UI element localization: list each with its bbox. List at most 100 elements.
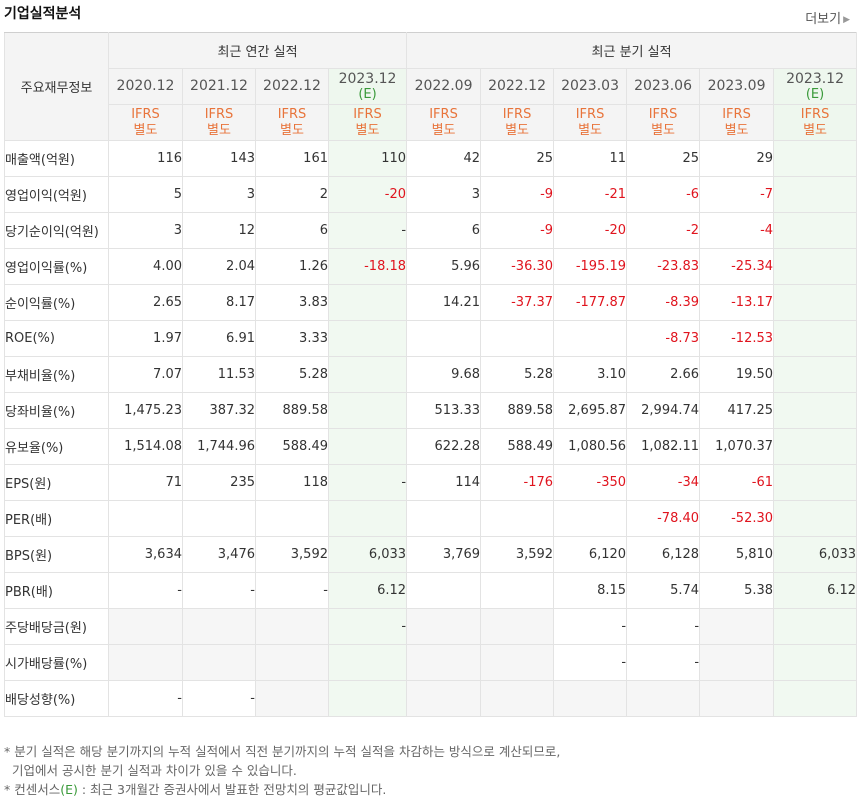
- table-cell: [699, 680, 775, 717]
- table-cell: [406, 680, 482, 717]
- table-cell: 11: [553, 140, 628, 177]
- table-cell: 2.04: [182, 248, 256, 285]
- ifrs-header: IFRS 별도: [553, 104, 628, 141]
- table-cell: 3: [182, 176, 256, 213]
- period-label: 2023.03: [561, 78, 619, 94]
- table-cell: [480, 608, 555, 645]
- table-cell: 3,769: [406, 536, 482, 573]
- table-cell: 6,128: [626, 536, 701, 573]
- table-cell: [773, 212, 858, 249]
- row-label: 매출액(억원): [4, 140, 109, 177]
- table-cell: 8.15: [553, 572, 628, 609]
- table-cell: [406, 320, 482, 357]
- period-header: 2023.12 (E): [773, 68, 858, 105]
- table-cell: 6,033: [773, 536, 858, 573]
- ifrs-header: IFRS 별도: [182, 104, 256, 141]
- table-cell: [773, 320, 858, 357]
- table-cell: 5.38: [699, 572, 775, 609]
- table-cell: [327, 428, 408, 465]
- table-row: ROE(%) 1.97 6.91 3.33 -8.73 -12.53: [4, 320, 858, 357]
- table-cell: [255, 644, 329, 681]
- table-cell: 3,476: [182, 536, 256, 573]
- table-cell: [480, 644, 555, 681]
- table-cell: 513.33: [406, 392, 482, 429]
- table-cell: 622.28: [406, 428, 482, 465]
- table-cell: 2,994.74: [626, 392, 701, 429]
- table-cell: 6.12: [327, 572, 408, 609]
- table-row: 부채비율(%) 7.07 11.53 5.28 9.68 5.28 3.10 2.66 19.5…: [4, 356, 858, 393]
- table-cell: [108, 644, 183, 681]
- more-link[interactable]: 더보기 ▶: [805, 8, 850, 27]
- table-cell: 118: [255, 464, 329, 501]
- row-label: PBR(배): [4, 572, 109, 609]
- table-cell: [699, 608, 775, 645]
- ifrs-header: IFRS 별도: [626, 104, 701, 141]
- corner-label: 주요재무정보: [4, 32, 109, 141]
- financial-table: 주요재무정보 최근 연간 실적 최근 분기 실적 2020.12 2021.12 2…: [4, 32, 858, 717]
- period-header: 2023.03: [553, 68, 628, 105]
- table-cell: [255, 680, 329, 717]
- table-cell: 3: [406, 176, 482, 213]
- section-title: 기업실적분석: [4, 6, 82, 22]
- period-label: 2023.06: [634, 78, 692, 94]
- table-cell: [773, 356, 858, 393]
- table-cell: [327, 284, 408, 321]
- table-cell: -350: [553, 464, 628, 501]
- ifrs-label: IFRS: [502, 106, 532, 122]
- table-cell: [182, 500, 256, 537]
- table-cell: [773, 500, 858, 537]
- row-label: 당좌비율(%): [4, 392, 109, 429]
- table-cell: -6: [626, 176, 701, 213]
- table-cell: [327, 500, 408, 537]
- period-label: 2021.12: [190, 78, 248, 94]
- ifrs-header: IFRS 별도: [255, 104, 329, 141]
- period-label: 2022.12: [263, 78, 321, 94]
- table-row: PER(배) -78.40 -52.30: [4, 500, 858, 537]
- period-label: 2022.12: [488, 78, 546, 94]
- table-cell: 2.66: [626, 356, 701, 393]
- ifrs-header: IFRS 별도: [108, 104, 183, 141]
- footnote-2-post: : 최근 3개월간 증권사에서 발표한 전망치의 평균값입니다.: [77, 782, 387, 797]
- table-cell: 1,744.96: [182, 428, 256, 465]
- table-cell: 889.58: [255, 392, 329, 429]
- table-row: 당좌비율(%) 1,475.23 387.32 889.58 513.33 889.58 2…: [4, 392, 858, 429]
- table-cell: -34: [626, 464, 701, 501]
- table-cell: 25: [626, 140, 701, 177]
- table-cell: [553, 500, 628, 537]
- table-cell: [327, 392, 408, 429]
- table-cell: [327, 320, 408, 357]
- separate-label: 별도: [133, 122, 158, 138]
- footnotes: * 분기 실적은 해당 분기까지의 누적 실적에서 직전 분기까지의 누적 실적…: [4, 742, 560, 799]
- table-cell: [182, 644, 256, 681]
- table-row: 시가배당률(%) - -: [4, 644, 858, 681]
- row-label: 시가배당률(%): [4, 644, 109, 681]
- table-cell: -: [327, 212, 408, 249]
- period-header: 2022.12: [255, 68, 329, 105]
- row-label: 배당성향(%): [4, 680, 109, 717]
- table-cell: 2.65: [108, 284, 183, 321]
- table-cell: -: [327, 464, 408, 501]
- more-label: 더보기: [805, 12, 842, 27]
- table-cell: 235: [182, 464, 256, 501]
- footnote-2-e: (E): [60, 782, 78, 797]
- row-label: 유보율(%): [4, 428, 109, 465]
- table-cell: 3,634: [108, 536, 183, 573]
- separate-label: 별도: [207, 122, 231, 138]
- table-cell: 889.58: [480, 392, 555, 429]
- table-cell: -36.30: [480, 248, 555, 285]
- table-cell: -: [255, 572, 329, 609]
- period-label: 2023.09: [707, 78, 766, 94]
- table-cell: 161: [255, 140, 329, 177]
- table-cell: [553, 320, 628, 357]
- table-cell: -: [553, 644, 628, 681]
- table-cell: 3,592: [255, 536, 329, 573]
- separate-label: 별도: [651, 122, 675, 138]
- table-cell: -13.17: [699, 284, 775, 321]
- table-cell: [327, 680, 408, 717]
- ifrs-label: IFRS: [131, 106, 160, 122]
- row-label: 당기순이익(억원): [4, 212, 109, 249]
- table-cell: -: [626, 608, 701, 645]
- table-cell: -20: [327, 176, 408, 213]
- quarter-group-header: 최근 분기 실적: [406, 32, 858, 69]
- footnote-2: * 컨센서스(E) : 최근 3개월간 증권사에서 발표한 전망치의 평균값입니…: [4, 780, 560, 799]
